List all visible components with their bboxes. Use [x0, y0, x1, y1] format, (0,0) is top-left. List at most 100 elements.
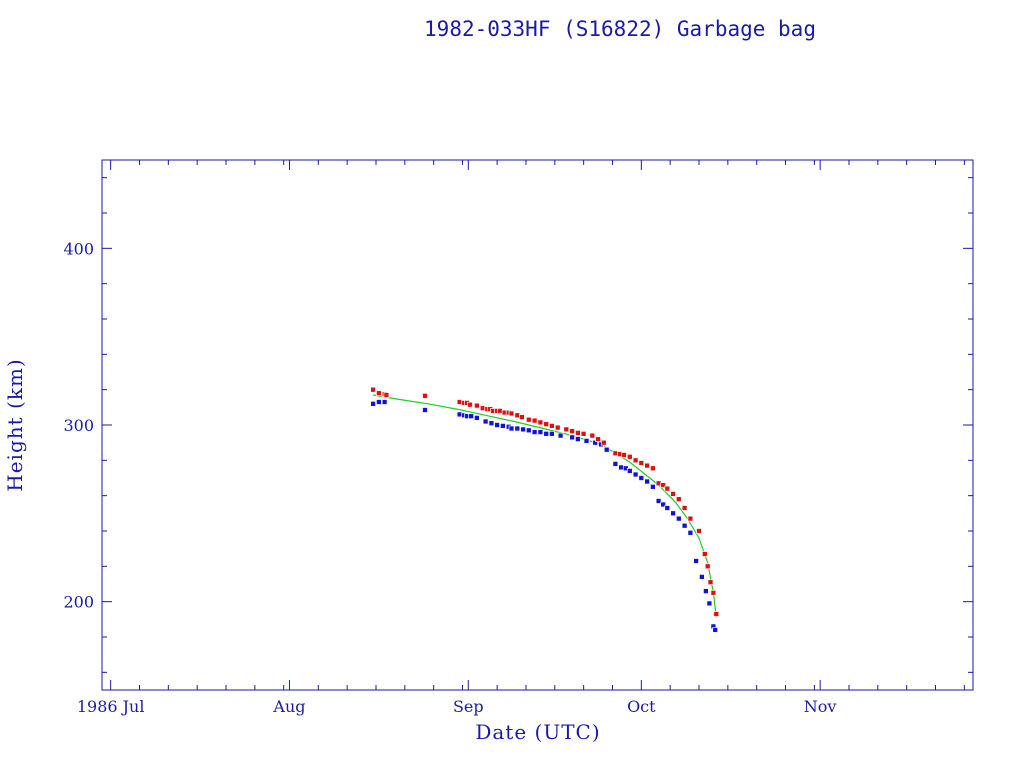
perigee-point	[687, 529, 694, 536]
perigee-point	[603, 446, 610, 453]
apogee-point	[589, 432, 596, 439]
apogee-series	[370, 386, 720, 617]
plot-frame	[101, 159, 974, 691]
x-tick-labels: 1986 Jul Aug Sep Oct Nov	[77, 697, 837, 716]
perigee-point	[456, 411, 463, 418]
perigee-point	[675, 515, 682, 522]
perigee-point	[699, 574, 705, 580]
y-axis-label: Height (km)	[3, 358, 27, 491]
apogee-point	[650, 465, 656, 472]
perigee-point	[376, 399, 382, 405]
perigee-point	[583, 438, 590, 444]
apogee-point	[681, 505, 688, 511]
apogee-point	[467, 401, 473, 408]
perigee-point	[706, 600, 713, 607]
perigee-point	[520, 426, 526, 433]
apogee-point	[508, 410, 515, 417]
apogee-point	[707, 579, 714, 586]
apogee-point	[638, 460, 645, 466]
perigee-point	[422, 407, 428, 413]
x-tick-label: Sep	[453, 697, 484, 716]
perigee-point	[488, 420, 495, 427]
perigee-series	[370, 399, 719, 633]
apogee-point	[519, 414, 525, 420]
perigee-point	[693, 558, 699, 564]
apogee-point	[687, 515, 694, 522]
perigee-point	[508, 425, 515, 432]
apogee-point	[675, 496, 682, 503]
apogee-point	[376, 390, 382, 397]
perigee-point	[549, 430, 555, 437]
apogee-point	[600, 439, 607, 446]
perigee-point	[712, 627, 719, 633]
perigee-point	[514, 425, 521, 432]
apogee-point	[710, 589, 717, 596]
perigee-point	[655, 498, 662, 504]
x-axis-label: Date (UTC)	[475, 720, 600, 744]
perigee-point	[381, 399, 388, 405]
y-tick-label: 300	[63, 416, 94, 435]
y-tick-label: 400	[63, 239, 94, 258]
apogee-point	[554, 424, 561, 431]
apogee-point	[644, 462, 650, 469]
apogee-point	[370, 386, 376, 393]
perigee-point	[618, 464, 624, 471]
apogee-point	[383, 392, 390, 398]
apogee-point	[664, 485, 671, 492]
x-tick-label: 1986 Jul	[77, 697, 145, 716]
perigee-point	[660, 501, 667, 508]
perigee-point	[670, 510, 676, 517]
perigee-point	[681, 522, 688, 529]
apogee-point	[422, 392, 428, 399]
apogee-point	[595, 436, 601, 442]
perigee-point	[500, 423, 506, 429]
perigee-point	[592, 439, 599, 446]
apogee-point	[670, 491, 676, 497]
apogee-point	[701, 551, 708, 557]
y-tick-label: 200	[63, 593, 94, 612]
apogee-point	[497, 408, 503, 414]
chart-title: 1982-033HF (S16822) Garbage bag	[424, 17, 816, 41]
apogee-point	[525, 416, 532, 423]
apogee-point	[621, 452, 627, 458]
x-tick-label: Oct	[627, 697, 656, 716]
apogee-point	[569, 428, 575, 435]
perigee-point	[612, 461, 619, 467]
perigee-point	[644, 478, 650, 485]
apogee-point	[713, 611, 720, 617]
x-tick-label: Aug	[272, 697, 305, 716]
perigee-point	[632, 471, 639, 478]
perigee-point	[474, 415, 480, 421]
apogee-point	[696, 528, 702, 534]
apogee-point	[655, 480, 662, 487]
apogee-point	[660, 482, 667, 488]
perigee-point	[537, 429, 544, 435]
perigee-point	[703, 588, 709, 594]
apogee-point	[626, 453, 633, 460]
apogee-point	[704, 563, 711, 570]
apogee-point	[474, 402, 480, 409]
axis-ticks	[102, 160, 973, 690]
perigee-point	[525, 427, 532, 434]
apogee-point	[537, 419, 544, 426]
perigee-point	[494, 422, 500, 428]
perigee-point	[575, 436, 581, 442]
apogee-point	[549, 423, 555, 429]
apogee-point	[632, 457, 639, 464]
perigee-point	[638, 475, 645, 481]
apogee-point	[580, 430, 587, 437]
perigee-point	[664, 505, 671, 511]
perigee-point	[543, 430, 550, 437]
perigee-point	[650, 483, 656, 490]
perigee-point	[626, 468, 633, 474]
x-tick-label: Nov	[804, 697, 837, 716]
perigee-point	[569, 434, 575, 441]
perigee-point	[557, 432, 564, 439]
apogee-point	[543, 421, 550, 427]
perigee-point	[531, 429, 538, 435]
apogee-point	[563, 426, 570, 433]
apogee-point	[514, 412, 521, 419]
y-tick-labels: 200 300 400	[63, 239, 94, 611]
apogee-point	[575, 430, 581, 436]
apogee-point	[531, 417, 538, 424]
